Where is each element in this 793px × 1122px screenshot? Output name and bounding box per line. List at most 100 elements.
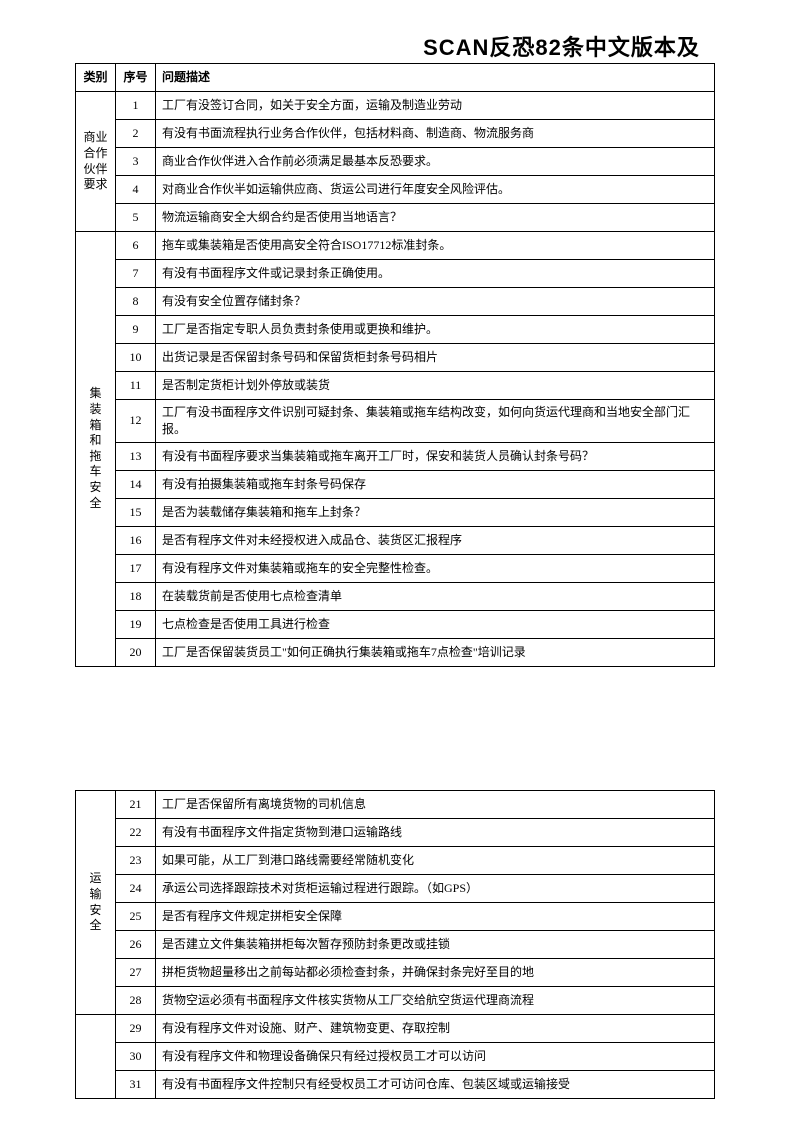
desc-cell: 如果可能，从工厂到港口路线需要经常随机变化 xyxy=(156,847,715,875)
desc-cell: 是否建立文件集装箱拼柜每次暂存预防封条更改或挂锁 xyxy=(156,931,715,959)
desc-cell: 工厂是否保留所有离境货物的司机信息 xyxy=(156,791,715,819)
num-cell: 29 xyxy=(116,1015,156,1043)
table-row: 24承运公司选择跟踪技术对货柜运输过程进行跟踪。（如GPS） xyxy=(76,875,715,903)
num-cell: 24 xyxy=(116,875,156,903)
num-cell: 6 xyxy=(116,232,156,260)
desc-cell: 有没有程序文件对集装箱或拖车的安全完整性检查。 xyxy=(156,554,715,582)
desc-cell: 物流运输商安全大纲合约是否使用当地语言？ xyxy=(156,204,715,232)
table-row: 9工厂是否指定专职人员负责封条使用或更换和维护。 xyxy=(76,316,715,344)
desc-cell: 有没有安全位置存储封条？ xyxy=(156,288,715,316)
desc-cell: 是否有程序文件对未经授权进入成品仓、装货区汇报程序 xyxy=(156,526,715,554)
num-cell: 8 xyxy=(116,288,156,316)
desc-cell: 工厂是否指定专职人员负责封条使用或更换和维护。 xyxy=(156,316,715,344)
desc-cell: 商业合作伙伴进入合作前必须满足最基本反恐要求。 xyxy=(156,148,715,176)
num-cell: 2 xyxy=(116,120,156,148)
table-row: 集装箱和拖车安全6拖车或集装箱是否使用高安全符合ISO17712标准封条。 xyxy=(76,232,715,260)
num-cell: 9 xyxy=(116,316,156,344)
desc-cell: 拖车或集装箱是否使用高安全符合ISO17712标准封条。 xyxy=(156,232,715,260)
desc-cell: 工厂有没签订合同，如关于安全方面，运输及制造业劳动 xyxy=(156,92,715,120)
table-row: 14有没有拍摄集装箱或拖车封条号码保存 xyxy=(76,470,715,498)
table-row: 31有没有书面程序文件控制只有经受权员工才可访问仓库、包装区域或运输接受 xyxy=(76,1071,715,1099)
desc-cell: 有没有程序文件对设施、财产、建筑物变更、存取控制 xyxy=(156,1015,715,1043)
num-cell: 17 xyxy=(116,554,156,582)
desc-cell: 有没有程序文件和物理设备确保只有经过授权员工才可以访问 xyxy=(156,1043,715,1071)
main-table-2: 运输安全21工厂是否保留所有离境货物的司机信息 22有没有书面程序文件指定货物到… xyxy=(75,790,715,1099)
desc-cell: 工厂是否保留装货员工"如何正确执行集装箱或拖车7点检查"培训记录 xyxy=(156,638,715,666)
table-row: 16是否有程序文件对未经授权进入成品仓、装货区汇报程序 xyxy=(76,526,715,554)
desc-cell: 货物空运必须有书面程序文件核实货物从工厂交给航空货运代理商流程 xyxy=(156,987,715,1015)
num-cell: 10 xyxy=(116,344,156,372)
num-cell: 11 xyxy=(116,372,156,400)
desc-cell: 有没有书面程序文件指定货物到港口运输路线 xyxy=(156,819,715,847)
num-cell: 22 xyxy=(116,819,156,847)
num-cell: 16 xyxy=(116,526,156,554)
table-row: 3 商业合作伙伴进入合作前必须满足最基本反恐要求。 xyxy=(76,148,715,176)
desc-cell: 是否有程序文件规定拼柜安全保障 xyxy=(156,903,715,931)
num-cell: 1 xyxy=(116,92,156,120)
desc-cell: 在装载货前是否使用七点检查清单 xyxy=(156,582,715,610)
num-cell: 19 xyxy=(116,610,156,638)
num-cell: 18 xyxy=(116,582,156,610)
desc-cell: 工厂有没书面程序文件识别可疑封条、集装箱或拖车结构改变，如何向货运代理商和当地安… xyxy=(156,400,715,443)
table-row: 29有没有程序文件对设施、财产、建筑物变更、存取控制 xyxy=(76,1015,715,1043)
table-row: 4对商业合作伙半如运输供应商、货运公司进行年度安全风险评估。 xyxy=(76,176,715,204)
header-category: 类别 xyxy=(76,64,116,92)
num-cell: 15 xyxy=(116,498,156,526)
table-row: 22有没有书面程序文件指定货物到港口运输路线 xyxy=(76,819,715,847)
desc-cell: 承运公司选择跟踪技术对货柜运输过程进行跟踪。（如GPS） xyxy=(156,875,715,903)
desc-cell: 是否为装载储存集装箱和拖车上封条？ xyxy=(156,498,715,526)
table-row: 18在装载货前是否使用七点检查清单 xyxy=(76,582,715,610)
header-row: 类别 序号 问题描述 xyxy=(76,64,715,92)
table-row: 23如果可能，从工厂到港口路线需要经常随机变化 xyxy=(76,847,715,875)
desc-cell: 有没有书面流程执行业务合作伙伴，包括材料商、制造商、物流服务商 xyxy=(156,120,715,148)
num-cell: 26 xyxy=(116,931,156,959)
category-cell-4 xyxy=(76,1015,116,1099)
num-cell: 5 xyxy=(116,204,156,232)
num-cell: 3 xyxy=(116,148,156,176)
num-cell: 30 xyxy=(116,1043,156,1071)
num-cell: 28 xyxy=(116,987,156,1015)
desc-cell: 出货记录是否保留封条号码和保留货柜封条号码相片 xyxy=(156,344,715,372)
table-row: 19七点检查是否使用工具进行检查 xyxy=(76,610,715,638)
category-cell-3: 运输安全 xyxy=(76,791,116,1015)
desc-cell: 有没有拍摄集装箱或拖车封条号码保存 xyxy=(156,470,715,498)
table-row: 7有没有书面程序文件或记录封条正确使用。 xyxy=(76,260,715,288)
desc-cell: 拼柜货物超量移出之前每站都必须检查封条，并确保封条完好至目的地 xyxy=(156,959,715,987)
table-row: 15是否为装载储存集装箱和拖车上封条？ xyxy=(76,498,715,526)
num-cell: 21 xyxy=(116,791,156,819)
num-cell: 4 xyxy=(116,176,156,204)
table-row: 26是否建立文件集装箱拼柜每次暂存预防封条更改或挂锁 xyxy=(76,931,715,959)
num-cell: 20 xyxy=(116,638,156,666)
table-row: 12工厂有没书面程序文件识别可疑封条、集装箱或拖车结构改变，如何向货运代理商和当… xyxy=(76,400,715,443)
num-cell: 25 xyxy=(116,903,156,931)
header-description: 问题描述 xyxy=(156,64,715,92)
table-row: 5物流运输商安全大纲合约是否使用当地语言？ xyxy=(76,204,715,232)
desc-cell: 有没有书面程序要求当集装箱或拖车离开工厂时，保安和装货人员确认封条号码？ xyxy=(156,442,715,470)
table-row: 11是否制定货柜计划外停放或装货 xyxy=(76,372,715,400)
num-cell: 31 xyxy=(116,1071,156,1099)
table-row: 商业合作伙伴要求1工厂有没签订合同，如关于安全方面，运输及制造业劳动 xyxy=(76,92,715,120)
table-row: 20工厂是否保留装货员工"如何正确执行集装箱或拖车7点检查"培训记录 xyxy=(76,638,715,666)
table-row: 25是否有程序文件规定拼柜安全保障 xyxy=(76,903,715,931)
header-number: 序号 xyxy=(116,64,156,92)
num-cell: 23 xyxy=(116,847,156,875)
num-cell: 7 xyxy=(116,260,156,288)
desc-cell: 对商业合作伙半如运输供应商、货运公司进行年度安全风险评估。 xyxy=(156,176,715,204)
table-row: 8有没有安全位置存储封条？ xyxy=(76,288,715,316)
num-cell: 27 xyxy=(116,959,156,987)
desc-cell: 七点检查是否使用工具进行检查 xyxy=(156,610,715,638)
category-cell-1: 商业合作伙伴要求 xyxy=(76,92,116,232)
main-table-1: 类别 序号 问题描述 商业合作伙伴要求1工厂有没签订合同，如关于安全方面，运输及… xyxy=(75,63,715,667)
num-cell: 14 xyxy=(116,470,156,498)
table-row: 2有没有书面流程执行业务合作伙伴，包括材料商、制造商、物流服务商 xyxy=(76,120,715,148)
table-row: 27拼柜货物超量移出之前每站都必须检查封条，并确保封条完好至目的地 xyxy=(76,959,715,987)
table-row: 28货物空运必须有书面程序文件核实货物从工厂交给航空货运代理商流程 xyxy=(76,987,715,1015)
page-title: SCAN反恐82条中文版本及 xyxy=(0,30,793,62)
table-row: 10出货记录是否保留封条号码和保留货柜封条号码相片 xyxy=(76,344,715,372)
table-row: 13有没有书面程序要求当集装箱或拖车离开工厂时，保安和装货人员确认封条号码？ xyxy=(76,442,715,470)
table-row: 30有没有程序文件和物理设备确保只有经过授权员工才可以访问 xyxy=(76,1043,715,1071)
table-row: 17有没有程序文件对集装箱或拖车的安全完整性检查。 xyxy=(76,554,715,582)
category-cell-2: 集装箱和拖车安全 xyxy=(76,232,116,667)
desc-cell: 有没有书面程序文件控制只有经受权员工才可访问仓库、包装区域或运输接受 xyxy=(156,1071,715,1099)
num-cell: 13 xyxy=(116,442,156,470)
